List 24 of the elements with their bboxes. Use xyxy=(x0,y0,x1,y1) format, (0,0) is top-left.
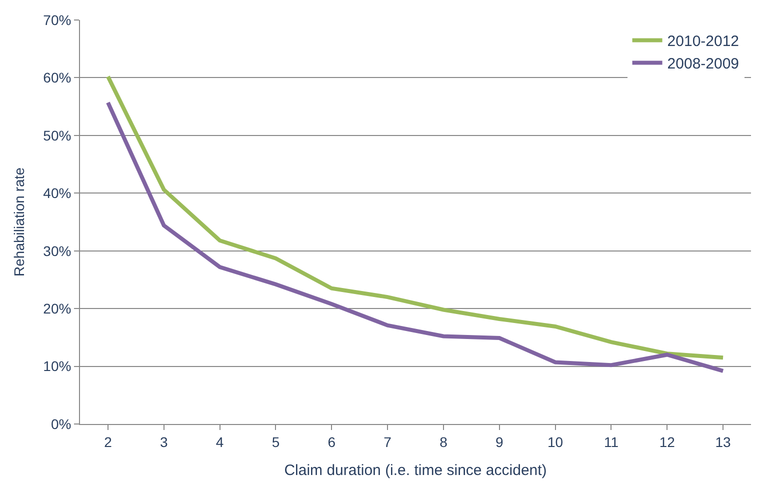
x-tick-label: 4 xyxy=(216,434,224,450)
y-tick-label: 10% xyxy=(43,358,72,374)
x-tick-label: 2 xyxy=(104,434,112,450)
y-tick-label: 20% xyxy=(43,300,72,316)
y-tick-label: 30% xyxy=(43,242,72,259)
y-axis-title: Rehabiliation rate xyxy=(10,167,27,276)
x-tick-label: 10 xyxy=(548,434,564,450)
y-tick-label: 50% xyxy=(43,127,72,144)
y-tick-label: 40% xyxy=(43,185,72,202)
y-tick-label: 0% xyxy=(50,416,72,432)
x-tick-label: 13 xyxy=(715,434,732,450)
x-tick-label: 11 xyxy=(604,434,619,450)
y-tick-label: 70% xyxy=(43,12,72,28)
legend-label: 2010-2012 xyxy=(667,33,740,50)
y-tick-label: 60% xyxy=(43,70,72,86)
legend-label: 2008-2009 xyxy=(667,56,740,73)
x-tick-label: 12 xyxy=(659,434,676,450)
x-axis-title: Claim duration (i.e. time since accident) xyxy=(284,462,547,479)
x-tick-label: 3 xyxy=(160,434,168,450)
x-tick-label: 9 xyxy=(495,434,504,450)
x-tick-label: 6 xyxy=(328,434,336,450)
x-tick-label: 8 xyxy=(440,434,448,450)
x-tick-label: 7 xyxy=(384,434,392,450)
x-tick-label: 5 xyxy=(272,434,280,450)
